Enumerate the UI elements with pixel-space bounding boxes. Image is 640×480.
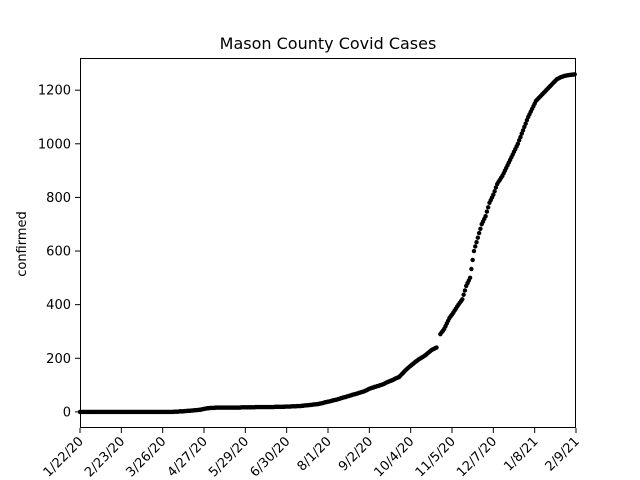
data-point: [461, 292, 466, 297]
y-axis: 0 200 400 600 800 1000 1200: [38, 84, 80, 420]
y-tick-label: 800: [46, 191, 71, 206]
x-tick-label: 5/29/20: [206, 434, 252, 480]
data-point: [473, 244, 478, 249]
data-point: [492, 189, 497, 194]
y-axis-label: confirmed: [15, 211, 30, 277]
chart-title: Mason County Covid Cases: [220, 34, 437, 53]
data-point: [471, 248, 477, 254]
data-point: [572, 72, 577, 77]
plot-frame: [80, 58, 576, 428]
x-tick-label: 6/30/20: [247, 434, 293, 480]
x-tick-label: 3/26/20: [123, 434, 169, 480]
data-point: [484, 209, 490, 214]
y-tick-label: 1000: [38, 137, 71, 152]
data-point: [434, 345, 439, 350]
data-point: [462, 288, 468, 293]
data-points: [77, 72, 577, 415]
data-point: [474, 239, 479, 245]
x-tick-label: 1/22/20: [41, 434, 87, 480]
data-point: [523, 121, 528, 126]
x-tick-label: 9/2/20: [336, 434, 376, 474]
x-tick-label: 8/1/20: [295, 434, 335, 474]
data-point: [493, 185, 499, 190]
y-tick-label: 200: [46, 352, 71, 367]
x-tick-label: 2/23/20: [82, 434, 128, 480]
data-point: [467, 275, 473, 281]
data-point: [476, 230, 482, 236]
data-point: [483, 213, 488, 219]
data-point: [475, 235, 481, 240]
data-point: [470, 257, 475, 263]
x-tick-label: 2/9/21: [543, 434, 583, 474]
y-tick-label: 0: [63, 405, 71, 420]
data-point: [469, 266, 474, 272]
x-tick-label: 11/5/20: [413, 434, 459, 480]
y-tick-label: 400: [46, 298, 71, 313]
x-tick-label: 12/7/20: [454, 434, 500, 480]
x-axis: 1/22/202/23/203/26/204/27/205/29/206/30/…: [41, 428, 583, 480]
y-tick-label: 1200: [38, 84, 71, 99]
x-tick-label: 4/27/20: [165, 434, 211, 480]
data-point: [478, 226, 483, 231]
data-point: [491, 192, 496, 197]
x-tick-label: 10/4/20: [371, 434, 417, 480]
y-tick-label: 600: [46, 245, 71, 260]
data-point: [460, 297, 465, 302]
data-point: [515, 141, 521, 146]
data-point: [485, 205, 491, 210]
data-point: [518, 134, 523, 140]
data-point: [520, 128, 526, 133]
x-tick-label: 1/8/21: [501, 434, 541, 474]
